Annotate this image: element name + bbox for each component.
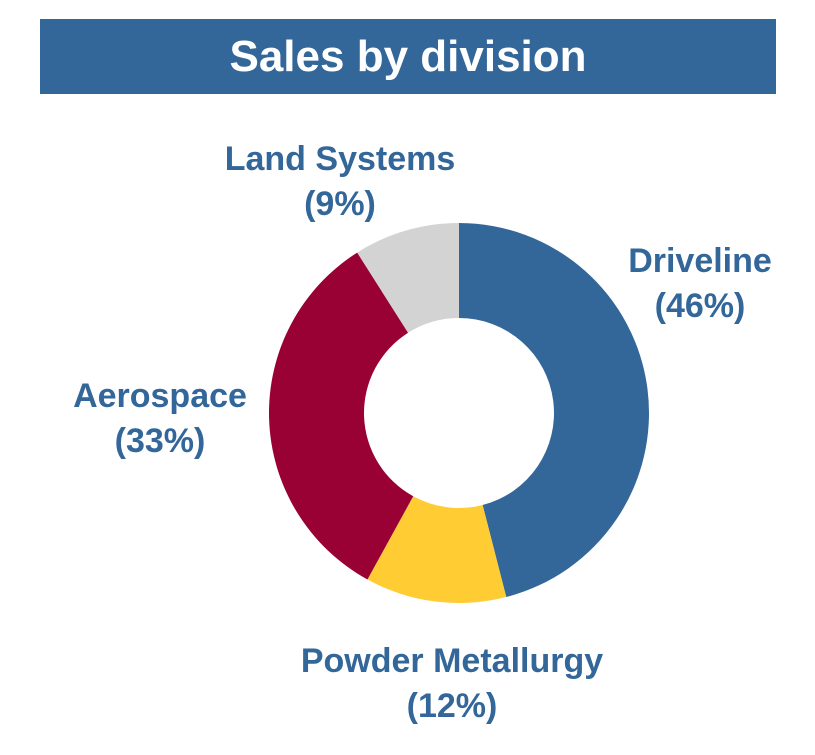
slice-percent-powder-metallurgy: (12%) [407,687,498,725]
chart-title-bar: Sales by division [40,19,776,94]
slice-label-powder-metallurgy: Powder Metallurgy [301,642,603,680]
slice-label-driveline: Driveline [628,242,772,280]
slice-land-systems [357,223,459,333]
slice-label-aerospace: Aerospace [73,377,247,415]
donut-slices [268,223,650,604]
slice-label-land-systems: Land Systems [225,140,456,178]
slice-aerospace [268,252,414,580]
slice-powder-metallurgy [367,496,507,604]
slice-labels: Driveline (46%) Powder Metallurgy (12%) Aero… [73,140,772,725]
slice-percent-land-systems: (9%) [304,185,376,223]
slice-percent-aerospace: (33%) [115,422,206,460]
slice-percent-driveline: (46%) [655,287,746,325]
slice-driveline [459,223,650,598]
chart-title: Sales by division [229,31,587,81]
